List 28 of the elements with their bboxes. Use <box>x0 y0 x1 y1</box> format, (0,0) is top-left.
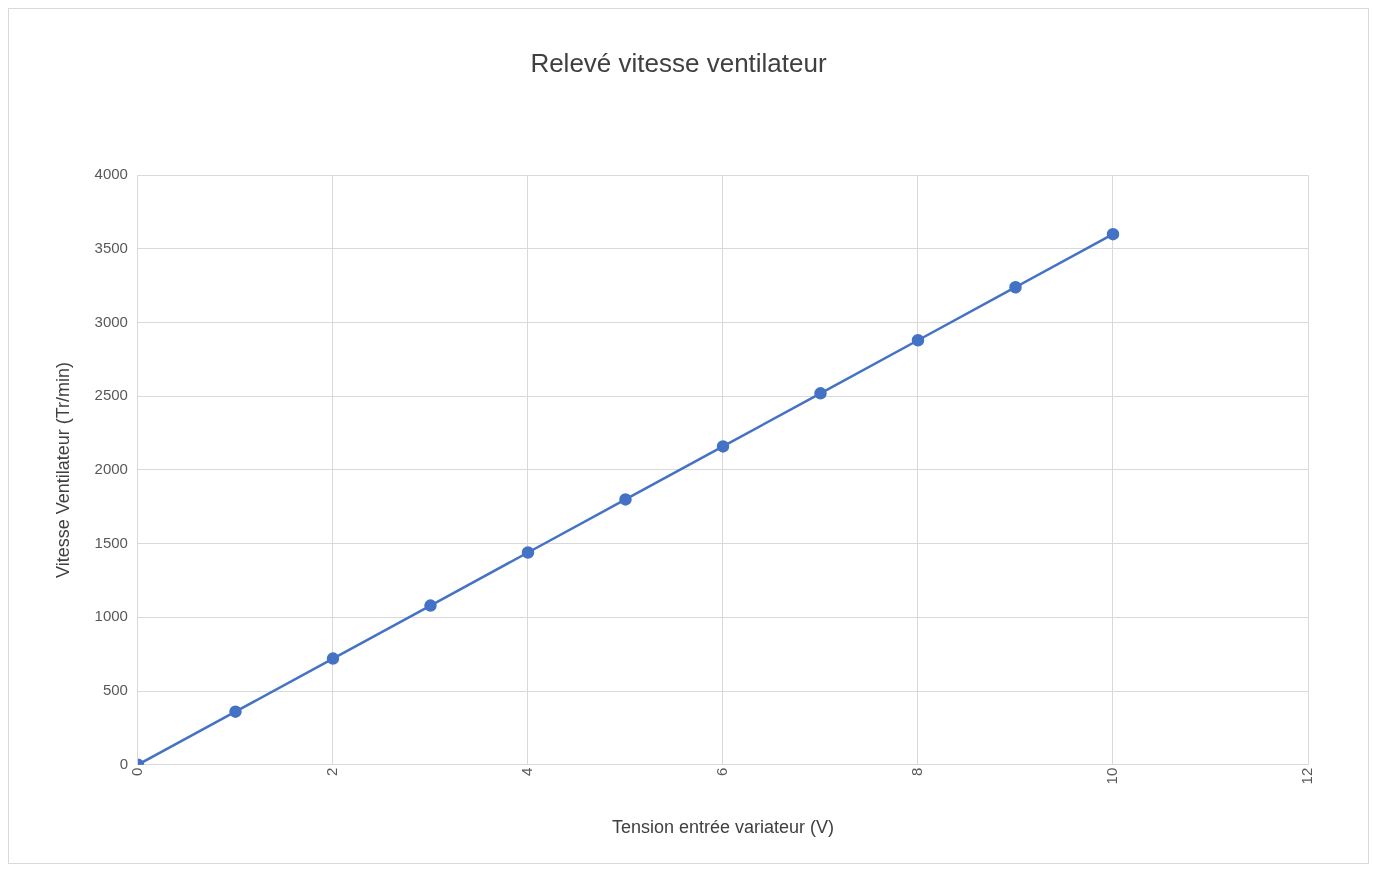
x-tick-label: 4 <box>518 767 536 777</box>
point <box>424 599 437 612</box>
y-axis-title: Vitesse Ventilateur (Tr/min) <box>52 361 73 578</box>
point <box>911 334 925 347</box>
point <box>619 493 632 506</box>
y-tick-label: 4000 <box>94 165 128 183</box>
x-tick-label: 12 <box>1298 767 1316 785</box>
x-tick-label: 8 <box>908 767 926 777</box>
point <box>521 546 535 559</box>
x-tick-label: 10 <box>1103 767 1121 785</box>
point <box>229 705 242 718</box>
y-tick-label: 1500 <box>94 533 128 551</box>
y-tick-label: 3500 <box>94 239 128 257</box>
y-tick-label: 1000 <box>94 607 128 625</box>
y-tick-label: 3000 <box>94 312 128 330</box>
y-tick-label: 500 <box>102 681 128 699</box>
point <box>814 387 827 400</box>
point <box>1009 280 1022 294</box>
point <box>716 440 730 453</box>
y-tick-label: 2500 <box>94 386 128 404</box>
x-tick-label: 0 <box>128 767 146 777</box>
point <box>1106 227 1120 241</box>
x-axis-title: Tension entrée variateur (V) <box>611 817 835 838</box>
chart-title: Relevé vitesse ventilateur <box>530 47 827 78</box>
point <box>326 652 340 665</box>
x-tick-label: 6 <box>713 767 731 777</box>
y-tick-label: 2000 <box>94 460 128 478</box>
x-tick-label: 2 <box>323 767 341 777</box>
